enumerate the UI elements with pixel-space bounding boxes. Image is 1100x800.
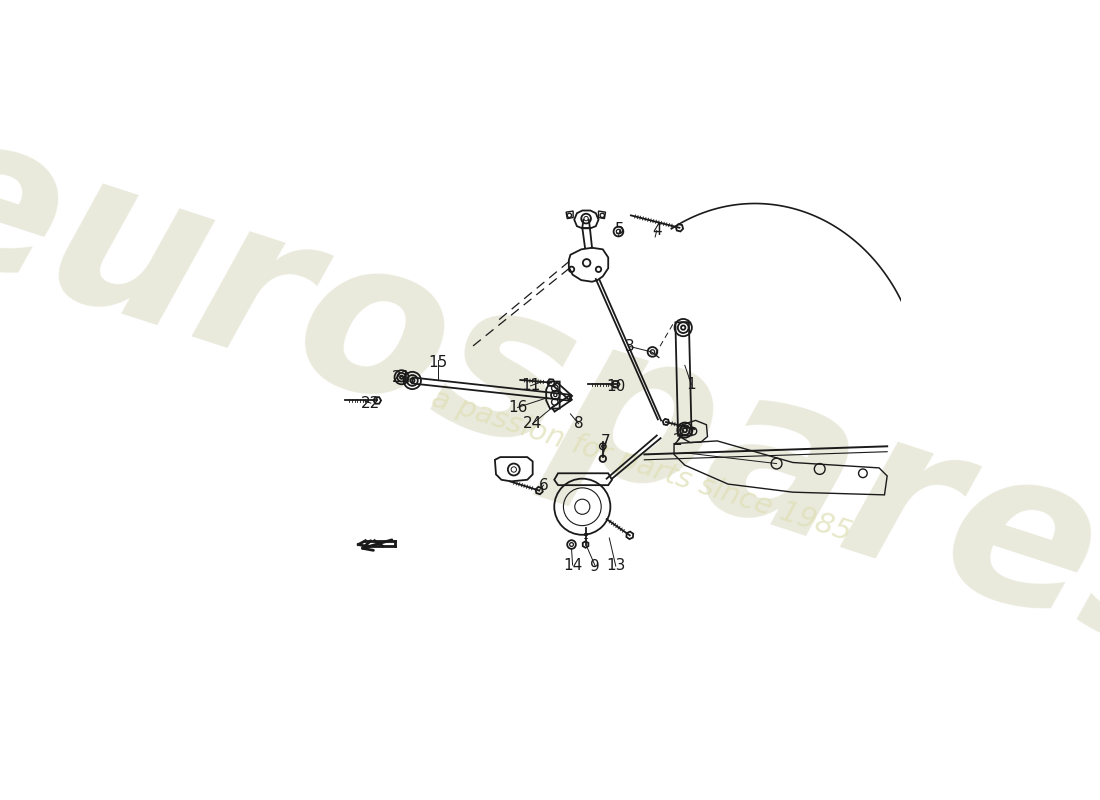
Text: 5: 5 — [615, 222, 625, 237]
Text: 10: 10 — [606, 379, 626, 394]
Text: 9: 9 — [591, 558, 601, 574]
Text: 21: 21 — [392, 370, 410, 385]
Text: 16: 16 — [508, 400, 527, 415]
Text: a passion for parts since 1985: a passion for parts since 1985 — [428, 384, 855, 546]
Text: 22: 22 — [361, 396, 381, 410]
Text: 13: 13 — [606, 558, 626, 573]
Text: 8: 8 — [574, 416, 583, 431]
Text: 14: 14 — [563, 558, 582, 573]
Text: 11: 11 — [521, 378, 540, 394]
Text: 2: 2 — [672, 434, 682, 449]
Text: 15: 15 — [429, 355, 448, 370]
Text: 6: 6 — [539, 478, 548, 493]
Text: 7: 7 — [602, 434, 610, 450]
Text: 24: 24 — [524, 416, 542, 431]
Text: eurospares: eurospares — [0, 88, 1100, 707]
Text: 1: 1 — [686, 377, 696, 392]
Text: 3: 3 — [625, 339, 635, 354]
Text: 4: 4 — [652, 223, 661, 238]
